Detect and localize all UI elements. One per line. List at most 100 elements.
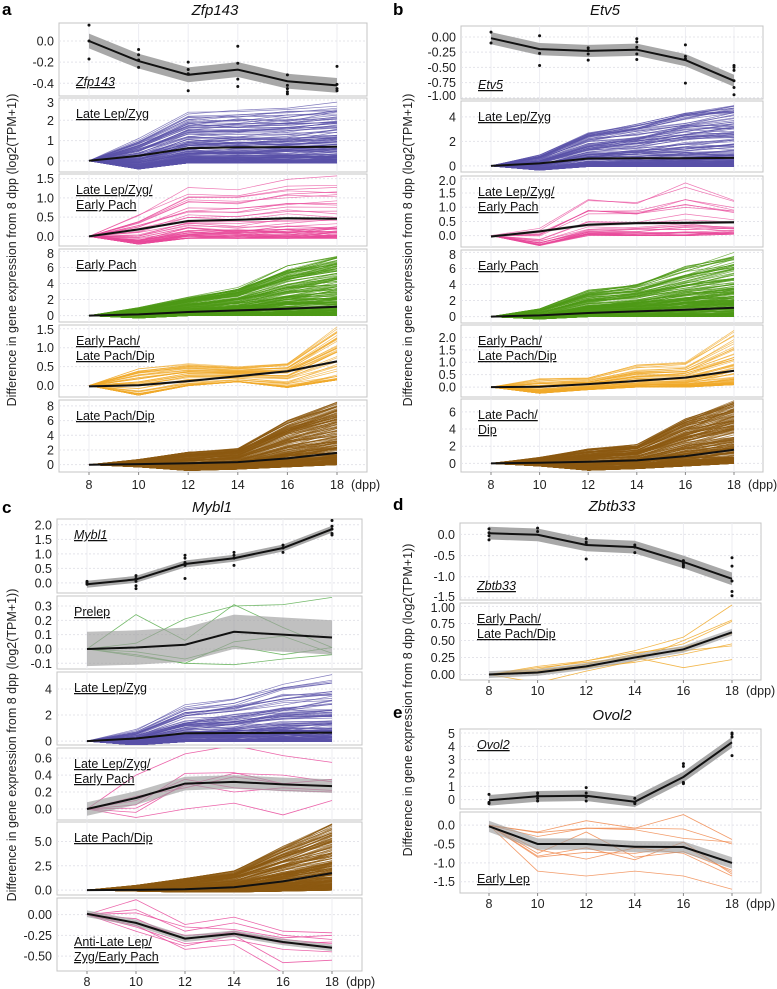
y-tick-label: 4: [449, 110, 456, 124]
x-unit-label: (dpp): [351, 478, 380, 492]
gene-line: [88, 270, 338, 316]
subplot: 0.0 2.5 5.0 Late Pach/Dip: [35, 821, 363, 898]
data-point: [285, 87, 289, 91]
data-point: [137, 47, 141, 51]
gene-line: [88, 203, 337, 237]
gene-line: [88, 274, 338, 316]
subplot-label: Early Pach: [478, 259, 538, 273]
gene-line: [490, 146, 735, 167]
data-point: [730, 579, 734, 583]
subplot: 0.0 0.5 1.0 1.5 Late Lep/Zyg/Early Pach: [37, 172, 368, 247]
subplot-label: Early Lep: [477, 872, 530, 886]
gene-line: [88, 155, 338, 165]
gene-line: [490, 152, 735, 168]
x-tick-label: 16: [280, 478, 294, 492]
x-unit-label: (dpp): [346, 975, 375, 989]
subplot-label-line: Early Pach/: [477, 612, 541, 626]
y-tick-label: 0.5: [439, 215, 456, 229]
y-tick-label: 0: [449, 457, 456, 471]
data-point: [487, 802, 491, 806]
gene-line: [86, 723, 333, 742]
data-point: [681, 565, 685, 569]
y-tick-label: 5: [448, 727, 455, 741]
data-point: [536, 526, 540, 530]
panel-title: Ovol2: [592, 707, 632, 724]
confidence-band: [489, 526, 732, 586]
y-tick-label: 2: [449, 294, 456, 308]
data-point: [236, 44, 240, 48]
subplot-label-line: Mybl1: [74, 528, 107, 542]
y-tick-label: 0.75: [431, 617, 455, 631]
subplot-label: Early Pach/Late Pach/Dip: [477, 612, 556, 641]
y-tick-label: 1.0: [35, 547, 52, 561]
subplot-label-line: Late Lep/Zyg: [478, 110, 551, 124]
panel-c: c Mybl1 Difference in gene expression from…: [2, 498, 375, 989]
data-point: [633, 543, 637, 547]
gene-line: [488, 824, 733, 843]
subplot-label-line: Early Pach: [76, 258, 136, 272]
mean-line: [86, 731, 333, 743]
data-point: [584, 799, 588, 803]
y-tick-label: -0.50: [428, 61, 457, 75]
x-unit-label: (dpp): [746, 684, 775, 698]
y-tick-label: 0.25: [431, 651, 455, 665]
subplot-label-line: Early Pach: [478, 200, 538, 214]
gene-line: [88, 462, 338, 471]
gene-line: [86, 732, 333, 744]
panel-letter: d: [393, 495, 403, 514]
mean-line: [490, 221, 735, 238]
gene-line: [88, 226, 338, 238]
subplot: 0.00 0.25 0.50 0.75 1.00 Early Pach/Late Pach…: [431, 601, 762, 682]
y-tick-label: 0.5: [37, 360, 54, 374]
data-point: [536, 796, 540, 800]
panel-title: Etv5: [590, 2, 621, 19]
x-tick-label: 16: [676, 897, 690, 911]
y-tick-label: 2: [448, 767, 455, 781]
x-tick-label: 18: [725, 684, 739, 698]
gene-line: [488, 814, 733, 840]
gene-line: [88, 118, 338, 162]
data-point: [635, 45, 639, 49]
subplot: 0 2 4 6 Late Pach/Dip: [449, 398, 764, 473]
gene-line: [88, 127, 337, 162]
data-point: [633, 796, 637, 800]
x-tick-label: 14: [628, 897, 642, 911]
data-point: [586, 58, 590, 62]
y-tick-label: -1.5: [433, 590, 455, 604]
data-point: [584, 557, 588, 561]
gene-line: [490, 335, 735, 388]
data-point: [681, 762, 685, 766]
y-tick-label: 0.4: [35, 769, 52, 783]
y-tick-label: 0: [47, 458, 54, 472]
subplot: 0.0 -0.5 -1.0 -1.5 Zbtb33: [433, 522, 762, 604]
data-point: [186, 60, 190, 64]
data-point: [586, 52, 590, 56]
subplot: 0.0 -0.2 -0.4 Zfp143: [32, 22, 368, 97]
y-tick-label: 4: [449, 423, 456, 437]
plot-area: [86, 823, 333, 893]
gene-line: [88, 184, 338, 237]
gene-line: [88, 340, 338, 386]
gene-line: [88, 256, 338, 316]
x-tick-label: 18: [727, 478, 741, 492]
data-point: [489, 30, 493, 34]
panel-title: Zfp143: [191, 2, 239, 19]
y-tick-label: 0.00: [432, 30, 456, 44]
data-point: [87, 57, 91, 61]
y-tick-label: 1.0: [439, 201, 456, 215]
plot-area: [86, 899, 333, 971]
y-tick-label: 6: [47, 261, 54, 275]
y-tick-label: 1.0: [37, 341, 54, 355]
gene-line: [490, 213, 735, 240]
y-tick-label: 1.5: [439, 343, 456, 357]
data-point: [633, 551, 637, 555]
x-tick-label: 10: [129, 975, 143, 989]
gene-line: [490, 346, 735, 388]
x-tick-label: 10: [533, 478, 547, 492]
y-tick-label: 2: [47, 114, 54, 128]
gene-line: [88, 410, 338, 466]
subplot: 0.00 -0.25 -0.50 Anti-Late Lep/Zyg/Early Pa…: [24, 897, 363, 972]
y-tick-label: 0: [449, 159, 456, 173]
y-tick-label: 0.0: [37, 230, 54, 244]
y-tick-label: 2.5: [35, 859, 52, 873]
